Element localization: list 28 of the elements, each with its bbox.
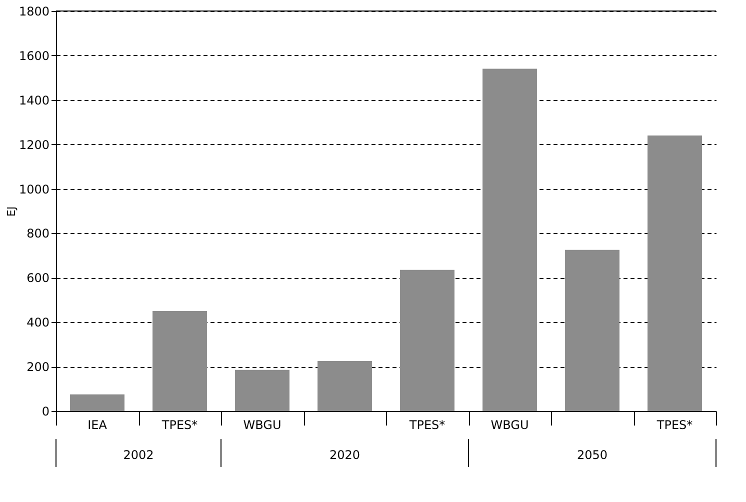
y-tick-label: 1400 [18, 93, 50, 108]
bar [70, 394, 124, 411]
x-tick-label: TPES* [656, 418, 693, 432]
y-tick-label: 400 [26, 316, 50, 330]
x-tick-label: IEA [88, 418, 108, 432]
bar [565, 250, 620, 411]
x-tick-label: TPES* [160, 418, 198, 432]
y-tick-label: 600 [26, 271, 50, 286]
y-tick-label: 1600 [18, 48, 50, 63]
text: 2002 [123, 448, 154, 462]
y-tick-label: 1800 [18, 4, 50, 18]
bar [648, 135, 702, 411]
bar [482, 68, 537, 411]
bar [318, 361, 372, 411]
bar [400, 270, 454, 411]
text: 2020 [329, 448, 360, 462]
y-tick-label: 1000 [18, 182, 50, 196]
bar [152, 311, 207, 411]
y-tick-label: 800 [26, 226, 50, 241]
x-tick-label: WBGU [490, 418, 529, 432]
x-tick-label: WBGU [243, 418, 282, 432]
y-tick-label: 0 [42, 404, 50, 418]
y-tick-label: 200 [26, 360, 50, 374]
text: 2050 [576, 448, 608, 462]
y-tick-label: 1200 [18, 138, 50, 152]
y-axis-title: EJ [4, 206, 18, 217]
x-tick-label: TPES* [408, 418, 446, 432]
bar [235, 370, 290, 411]
